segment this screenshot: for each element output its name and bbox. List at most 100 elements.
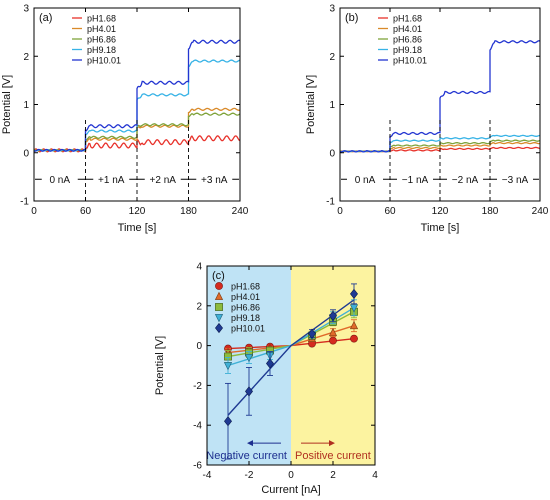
segment-label-bg xyxy=(41,171,78,186)
x-tick-label: 180 xyxy=(180,206,197,217)
y-tick-label: 2 xyxy=(329,52,335,63)
segment-label: +2 nA xyxy=(150,175,177,186)
segment-label-bg xyxy=(447,171,483,186)
data-point xyxy=(329,310,337,321)
plot-frame-b xyxy=(339,7,541,202)
segment-label: 0 nA xyxy=(49,175,70,186)
legend-label: pH9.18 xyxy=(393,45,422,55)
x-tick-label: 0 xyxy=(337,206,343,217)
y-tick-label: 1 xyxy=(23,100,29,111)
y-tick-label: 0 xyxy=(329,148,335,159)
legend-label: pH10.01 xyxy=(231,324,265,334)
data-point xyxy=(244,354,254,363)
data-point xyxy=(308,328,316,339)
x-axis-label: Current [nA] xyxy=(261,484,320,496)
positive-current-label: Positive current xyxy=(295,450,371,462)
y-axis-label: Potential [V] xyxy=(1,75,13,134)
data-point xyxy=(350,334,358,343)
legend-label: pH10.01 xyxy=(87,56,121,66)
data-point xyxy=(245,386,253,397)
y-tick-label: 1 xyxy=(329,100,335,111)
series-line-pH10.01 xyxy=(33,39,241,152)
segment-label-bg xyxy=(196,171,233,186)
legend-label: pH1.68 xyxy=(87,14,116,24)
legend-label: pH1.68 xyxy=(393,14,422,24)
x-axis-label: Time [s] xyxy=(118,222,157,234)
segment-label-bg xyxy=(144,171,181,186)
legend-label: pH9.18 xyxy=(231,313,260,323)
segment-label: 0 nA xyxy=(355,175,376,186)
segment-label-bg xyxy=(93,171,130,186)
x-tick-label: 0 xyxy=(288,470,294,481)
y-tick-label: 0 xyxy=(196,341,202,352)
data-point xyxy=(224,416,232,427)
x-tick-label: 60 xyxy=(384,206,396,217)
x-tick-label: 180 xyxy=(482,206,499,217)
x-tick-label: 240 xyxy=(532,206,549,217)
x-tick-label: 2 xyxy=(330,470,336,481)
y-tick-label: -1 xyxy=(20,197,29,208)
plot-frame-a xyxy=(33,7,241,202)
y-tick-label: 0 xyxy=(23,148,29,159)
y-axis-label: Potential [V] xyxy=(154,336,166,395)
data-point xyxy=(349,304,359,313)
y-tick-label: -1 xyxy=(326,197,335,208)
x-tick-label: 240 xyxy=(232,206,249,217)
segment-label-bg xyxy=(397,171,433,186)
x-tick-label: 4 xyxy=(372,470,378,481)
y-tick-label: -4 xyxy=(193,421,202,432)
x-tick-label: 0 xyxy=(31,206,37,217)
y-axis-label: Potential [V] xyxy=(305,75,317,134)
segment-label: −3 nA xyxy=(502,175,529,186)
series-line-pH10.01 xyxy=(339,40,541,153)
y-tick-label: 4 xyxy=(196,262,202,273)
y-tick-label: 3 xyxy=(23,4,29,15)
legend-label: pH6.86 xyxy=(393,35,422,45)
x-axis-label: Time [s] xyxy=(421,222,460,234)
y-tick-label: 3 xyxy=(329,4,335,15)
segment-label: −1 nA xyxy=(402,175,429,186)
positive-arrow-head xyxy=(329,440,335,447)
x-tick-label: -2 xyxy=(245,470,254,481)
y-tick-label: -6 xyxy=(193,461,202,472)
legend-label: pH1.68 xyxy=(231,282,260,292)
legend-label: pH9.18 xyxy=(87,45,116,55)
data-point xyxy=(329,336,337,345)
segment-label: −2 nA xyxy=(452,175,479,186)
plot-frame-c xyxy=(206,265,376,466)
legend-label: pH6.86 xyxy=(231,303,260,313)
y-tick-label: 2 xyxy=(196,301,202,312)
segment-label-bg xyxy=(347,171,383,186)
legend-label: pH6.86 xyxy=(87,35,116,45)
positive-region xyxy=(291,266,375,465)
legend-label: pH4.01 xyxy=(393,24,422,34)
legend-label: pH4.01 xyxy=(231,292,260,302)
data-point xyxy=(328,327,338,337)
data-point xyxy=(223,362,233,371)
negative-current-label: Negative current xyxy=(206,450,287,462)
data-point xyxy=(214,291,224,300)
negative-arrow-head xyxy=(247,440,253,447)
data-point xyxy=(215,303,223,311)
y-tick-label: 2 xyxy=(23,52,29,63)
panel-label: (a) xyxy=(39,12,52,24)
data-point xyxy=(215,282,223,290)
x-tick-label: -4 xyxy=(203,470,212,481)
data-point xyxy=(214,314,224,323)
x-tick-label: 120 xyxy=(129,206,146,217)
panel-label: (b) xyxy=(345,12,358,24)
data-point xyxy=(266,358,274,369)
legend-label: pH10.01 xyxy=(393,56,427,66)
legend-label: pH4.01 xyxy=(87,24,116,34)
data-point xyxy=(215,322,223,334)
y-tick-label: -2 xyxy=(193,381,202,392)
x-tick-label: 120 xyxy=(432,206,449,217)
data-point xyxy=(349,320,359,330)
data-point xyxy=(350,288,358,299)
x-tick-label: 60 xyxy=(80,206,92,217)
segment-label: +3 nA xyxy=(201,175,228,186)
segment-label-bg xyxy=(497,171,533,186)
segment-label: +1 nA xyxy=(98,175,125,186)
panel-label: (c) xyxy=(212,270,225,282)
